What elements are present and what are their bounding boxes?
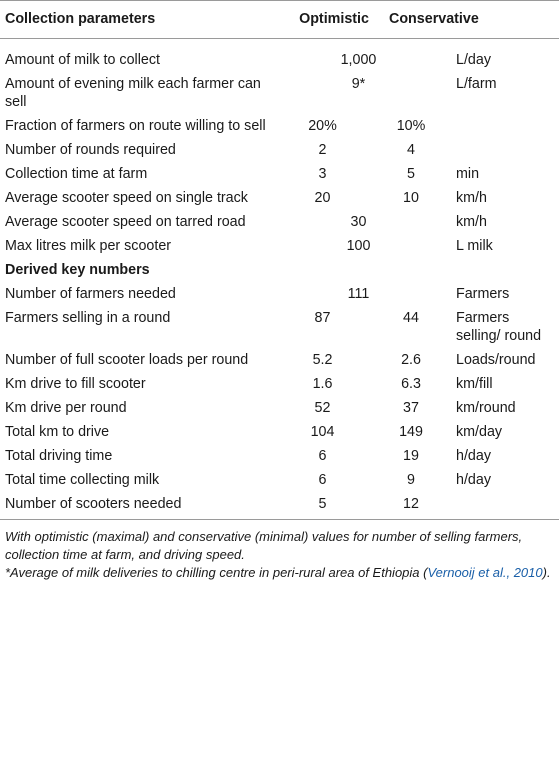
section-header-row: Derived key numbers	[0, 259, 559, 283]
row-label: Fraction of farmers on route willing to …	[5, 118, 266, 134]
row-unit: h/day	[456, 448, 491, 464]
table-row: Number of full scooter loads per round 5.…	[0, 349, 559, 373]
row-label: Total km to drive	[5, 424, 110, 440]
table-row: Amount of milk to collect 1,000 L/day	[0, 39, 559, 74]
row-label: Average scooter speed on tarred road	[5, 214, 246, 230]
table-row: Number of farmers needed 111 Farmers	[0, 283, 559, 307]
row-label: Max litres milk per scooter	[5, 238, 172, 254]
footnote-source: *Average of milk deliveries to chilling …	[5, 564, 554, 582]
row-unit: km/h	[456, 190, 487, 206]
table-row: Km drive per round 52 37 km/round	[0, 397, 559, 421]
row-label: Km drive to fill scooter	[5, 376, 146, 392]
row-optimistic-value: 87	[314, 310, 331, 326]
row-conservative-value: 44	[403, 310, 419, 326]
table-row: Farmers selling in a round 87 44 Farmers se…	[0, 307, 559, 349]
row-conservative-value: 37	[403, 400, 419, 416]
row-optimistic-value: 3	[318, 166, 327, 182]
table-row: Total driving time 6 19 h/day	[0, 445, 559, 469]
row-conservative-value: 12	[375, 493, 447, 520]
table-row: Average scooter speed on tarred road 30 km…	[0, 211, 559, 235]
row-merged-value: 111	[347, 286, 370, 302]
row-label: Km drive per round	[5, 400, 127, 416]
row-conservative-value: 19	[403, 448, 419, 464]
row-optimistic-value: 5	[270, 493, 375, 520]
row-label: Farmers selling in a round	[5, 310, 171, 326]
header-collection-parameters: Collection parameters	[0, 0, 270, 39]
row-label: Collection time at farm	[5, 166, 148, 182]
row-label: Number of rounds required	[5, 142, 176, 158]
row-optimistic-value: 6	[318, 472, 327, 488]
header-unit	[447, 0, 559, 39]
row-unit: Loads/round	[456, 352, 536, 368]
table-row: Total time collecting milk 6 9 h/day	[0, 469, 559, 493]
row-unit: L/farm	[456, 76, 497, 92]
row-conservative-value: 10%	[396, 118, 426, 134]
row-label: Average scooter speed on single track	[5, 190, 248, 206]
row-merged-value: 1,000	[340, 52, 377, 68]
header-optimistic: Optimistic	[270, 0, 375, 39]
row-conservative-value: 5	[407, 166, 415, 182]
row-unit	[447, 115, 559, 139]
table-row: Average scooter speed on single track 20 1…	[0, 187, 559, 211]
row-label: Amount of milk to collect	[5, 52, 160, 68]
row-label: Amount of evening milk each farmer can s…	[5, 76, 261, 110]
row-unit: km/h	[456, 214, 487, 230]
row-unit: Farmers selling/ round	[456, 310, 542, 344]
table-footnotes: With optimistic (maximal) and conservati…	[0, 520, 559, 582]
row-label: Number of full scooter loads per round	[5, 352, 249, 368]
row-unit: min	[456, 166, 480, 182]
row-optimistic-value: 5.2	[312, 352, 333, 368]
row-unit: Farmers	[456, 286, 510, 302]
row-optimistic-value: 20%	[308, 118, 337, 134]
table-row: Amount of evening milk each farmer can s…	[0, 73, 559, 115]
row-label: Total driving time	[5, 448, 113, 464]
row-unit: L/day	[456, 52, 491, 68]
row-optimistic-value: 1.6	[312, 376, 333, 392]
row-unit: h/day	[456, 472, 491, 488]
table-row: Max litres milk per scooter 100 L milk	[0, 235, 559, 259]
row-unit: km/day	[456, 424, 503, 440]
table-row: Total km to drive 104 149 km/day	[0, 421, 559, 445]
row-unit: L milk	[456, 238, 493, 254]
row-label: Number of farmers needed	[5, 286, 176, 302]
row-optimistic-value: 104	[310, 424, 335, 440]
row-optimistic-value: 20	[314, 190, 331, 206]
section-title-derived: Derived key numbers	[5, 262, 150, 278]
row-conservative-value: 10	[403, 190, 419, 206]
table-header: Collection parameters Optimistic Conserv…	[0, 0, 559, 39]
header-row: Collection parameters Optimistic Conserv…	[0, 0, 559, 39]
row-optimistic-value: 6	[318, 448, 327, 464]
row-unit: km/round	[456, 400, 516, 416]
row-optimistic-value: 52	[314, 400, 331, 416]
table-row: Collection time at farm 3 5 min	[0, 163, 559, 187]
row-conservative-value: 2.6	[401, 352, 421, 368]
table-row: Fraction of farmers on route willing to …	[0, 115, 559, 139]
footnote-reference-link[interactable]: Vernooij et al., 2010	[427, 565, 543, 580]
row-label: Number of scooters needed	[0, 493, 270, 520]
footnote-source-suffix: ).	[542, 565, 551, 580]
footnote-description: With optimistic (maximal) and conservati…	[5, 529, 523, 562]
header-conservative: Conservative	[375, 0, 479, 39]
row-merged-value: 100	[346, 238, 371, 254]
table-row: Number of rounds required 2 4	[0, 139, 559, 163]
row-label: Total time collecting milk	[5, 472, 160, 488]
table-row: Km drive to fill scooter 1.6 6.3 km/fill	[0, 373, 559, 397]
table-figure: Collection parameters Optimistic Conserv…	[0, 0, 559, 582]
row-unit	[447, 493, 559, 520]
row-merged-value: 9*	[351, 76, 366, 92]
row-unit	[447, 139, 559, 163]
table-body: Amount of milk to collect 1,000 L/day Amoun…	[0, 39, 559, 520]
footnote-source-prefix: *Average of milk deliveries to chilling …	[5, 565, 428, 580]
row-conservative-value: 9	[407, 472, 415, 488]
table-row: Number of scooters needed 5 12	[0, 493, 559, 520]
row-merged-value: 30	[350, 214, 367, 230]
row-optimistic-value: 2	[318, 142, 327, 158]
row-conservative-value: 6.3	[401, 376, 421, 392]
row-conservative-value: 149	[399, 424, 423, 440]
row-unit: km/fill	[456, 376, 493, 392]
row-conservative-value: 4	[407, 142, 415, 158]
parameters-table: Collection parameters Optimistic Conserv…	[0, 0, 559, 520]
